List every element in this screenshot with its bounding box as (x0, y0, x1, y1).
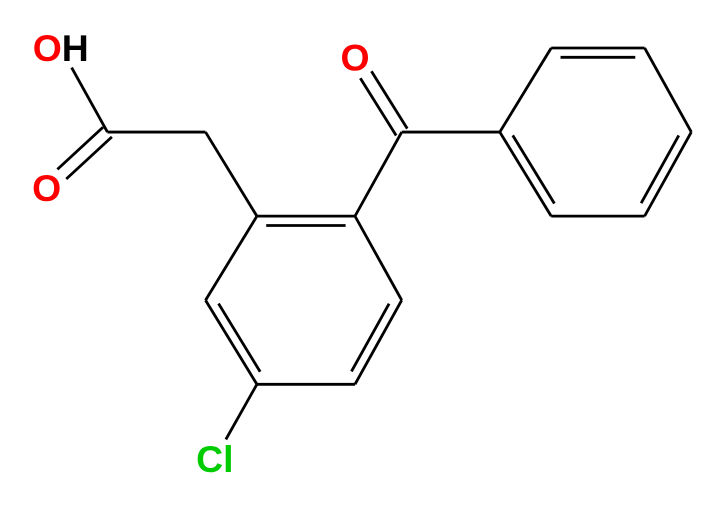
bond (371, 71, 407, 128)
bond (645, 132, 692, 216)
o-label: O (32, 167, 61, 209)
bond (355, 300, 402, 384)
o-label: O (340, 36, 369, 78)
bond (206, 300, 257, 384)
bond (72, 68, 108, 132)
bond (355, 216, 402, 300)
bond (219, 304, 261, 372)
bond (226, 384, 257, 439)
molecule-diagram: OH O Cl O (0, 0, 710, 507)
bond (57, 127, 103, 169)
bond (641, 135, 679, 203)
cl-label: Cl (196, 438, 233, 480)
bond (206, 132, 257, 216)
bond (645, 48, 692, 132)
bond (206, 216, 257, 300)
o-label: OH (33, 27, 89, 69)
bond (351, 304, 389, 372)
bond (355, 132, 402, 216)
bond (500, 132, 551, 216)
bond (500, 48, 551, 132)
bond (513, 135, 555, 203)
bond (360, 78, 396, 135)
bond (66, 137, 112, 179)
